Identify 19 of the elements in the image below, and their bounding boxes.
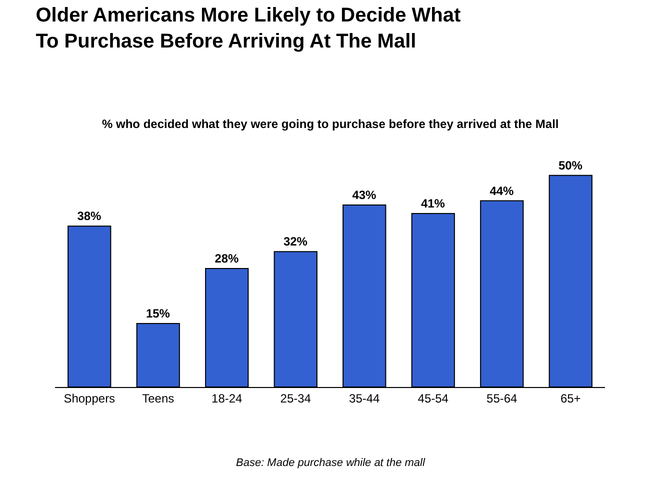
- data-label: 50%: [558, 158, 583, 172]
- x-tick-label: 25-34: [280, 391, 312, 406]
- chart-subtitle: % who decided what they were going to purchase before they arrived at the Mall: [102, 117, 559, 131]
- text: Base: Made purchase while at the mall: [236, 457, 426, 469]
- data-label: 38%: [77, 209, 102, 224]
- x-tick-label: Teens: [142, 391, 174, 406]
- x-tick-label: 35-44: [349, 391, 380, 406]
- data-label: 43%: [352, 188, 377, 202]
- x-tick-label: 18-24: [212, 391, 243, 406]
- x-tick-label: 55-64: [486, 391, 518, 406]
- data-label: 41%: [420, 196, 446, 210]
- chart-title: Older Americans More Likely to Decide What To Purchase Before Arriving At The Mall: [36, 4, 462, 53]
- data-label: 32%: [283, 234, 308, 249]
- data-label: 44%: [490, 184, 514, 198]
- data-label: 28%: [214, 252, 240, 266]
- x-tick-label: Shoppers: [64, 391, 116, 406]
- x-tick-label: 45-54: [418, 391, 449, 406]
- data-label: 15%: [146, 306, 170, 321]
- x-tick-label: 65+: [560, 391, 581, 406]
